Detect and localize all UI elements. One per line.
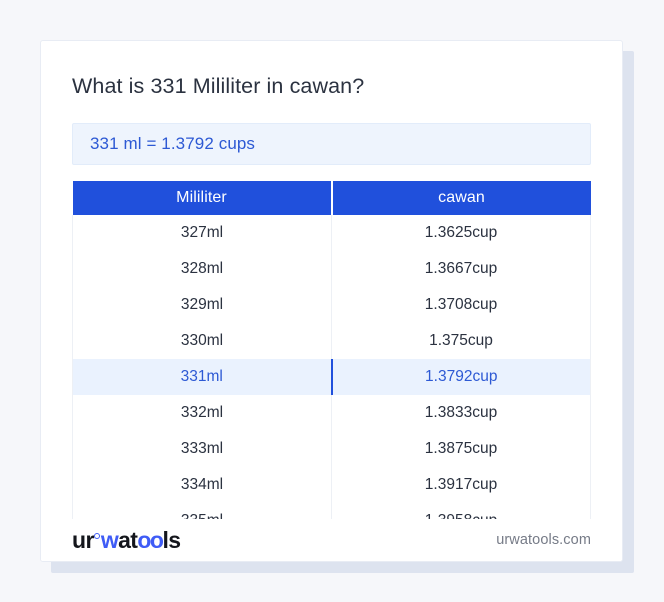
table-row[interactable]: 327ml 1.3625cup bbox=[72, 214, 591, 251]
cell-from: 327ml bbox=[72, 214, 332, 251]
table-row[interactable]: 332ml 1.3833cup bbox=[72, 394, 591, 431]
table-row[interactable]: 334ml 1.3917cup bbox=[72, 466, 591, 503]
cell-from: 330ml bbox=[72, 322, 332, 359]
degree-mark-icon bbox=[94, 532, 101, 539]
cell-to: 1.3875cup bbox=[331, 430, 591, 467]
logo-part-oo-glasses: oo bbox=[137, 526, 164, 553]
cell-to: 1.3708cup bbox=[331, 286, 591, 323]
footer-site-name[interactable]: urwatools.com bbox=[496, 532, 591, 548]
card-footer: ur w at oo ls urwatools.com bbox=[41, 519, 622, 561]
cell-to: 1.3667cup bbox=[331, 250, 591, 287]
cell-from: 328ml bbox=[72, 250, 332, 287]
page-title: What is 331 Mililiter in cawan? bbox=[72, 74, 365, 98]
card-content: What is 331 Mililiter in cawan? 331 ml =… bbox=[41, 41, 622, 540]
cell-from: 331ml bbox=[72, 358, 333, 395]
cell-to: 1.3792cup bbox=[331, 358, 591, 395]
cell-to: 1.3625cup bbox=[331, 214, 591, 251]
conversion-card: What is 331 Mililiter in cawan? 331 ml =… bbox=[40, 40, 623, 562]
table-row[interactable]: 330ml 1.375cup bbox=[72, 322, 591, 359]
cell-from: 332ml bbox=[72, 394, 332, 431]
table-row[interactable]: 329ml 1.3708cup bbox=[72, 286, 591, 323]
cell-to: 1.3917cup bbox=[331, 466, 591, 503]
table-row-highlighted[interactable]: 331ml 1.3792cup bbox=[72, 358, 591, 395]
column-header-from[interactable]: Mililiter bbox=[72, 180, 333, 215]
column-header-to[interactable]: cawan bbox=[331, 180, 591, 215]
conversion-result-text: 331 ml = 1.3792 cups bbox=[90, 133, 256, 153]
conversion-table: Mililiter cawan 327ml 1.3625cup 328ml 1.… bbox=[72, 180, 591, 540]
table-body: 327ml 1.3625cup 328ml 1.3667cup 329ml 1.… bbox=[72, 214, 591, 540]
logo-part-ur: ur bbox=[72, 526, 94, 553]
cell-to: 1.375cup bbox=[331, 322, 591, 359]
table-row[interactable]: 328ml 1.3667cup bbox=[72, 250, 591, 287]
site-logo[interactable]: ur w at oo ls bbox=[72, 526, 181, 553]
cell-from: 333ml bbox=[72, 430, 332, 467]
logo-part-ls: ls bbox=[162, 526, 181, 553]
logo-part-at: at bbox=[118, 526, 138, 553]
table-header-row: Mililiter cawan bbox=[72, 180, 591, 215]
table-header: Mililiter cawan bbox=[72, 180, 591, 215]
cell-from: 329ml bbox=[72, 286, 332, 323]
cell-from: 334ml bbox=[72, 466, 332, 503]
cell-to: 1.3833cup bbox=[331, 394, 591, 431]
conversion-result-banner: 331 ml = 1.3792 cups bbox=[72, 122, 591, 165]
table-row[interactable]: 333ml 1.3875cup bbox=[72, 430, 591, 467]
logo-part-w: w bbox=[100, 526, 119, 553]
